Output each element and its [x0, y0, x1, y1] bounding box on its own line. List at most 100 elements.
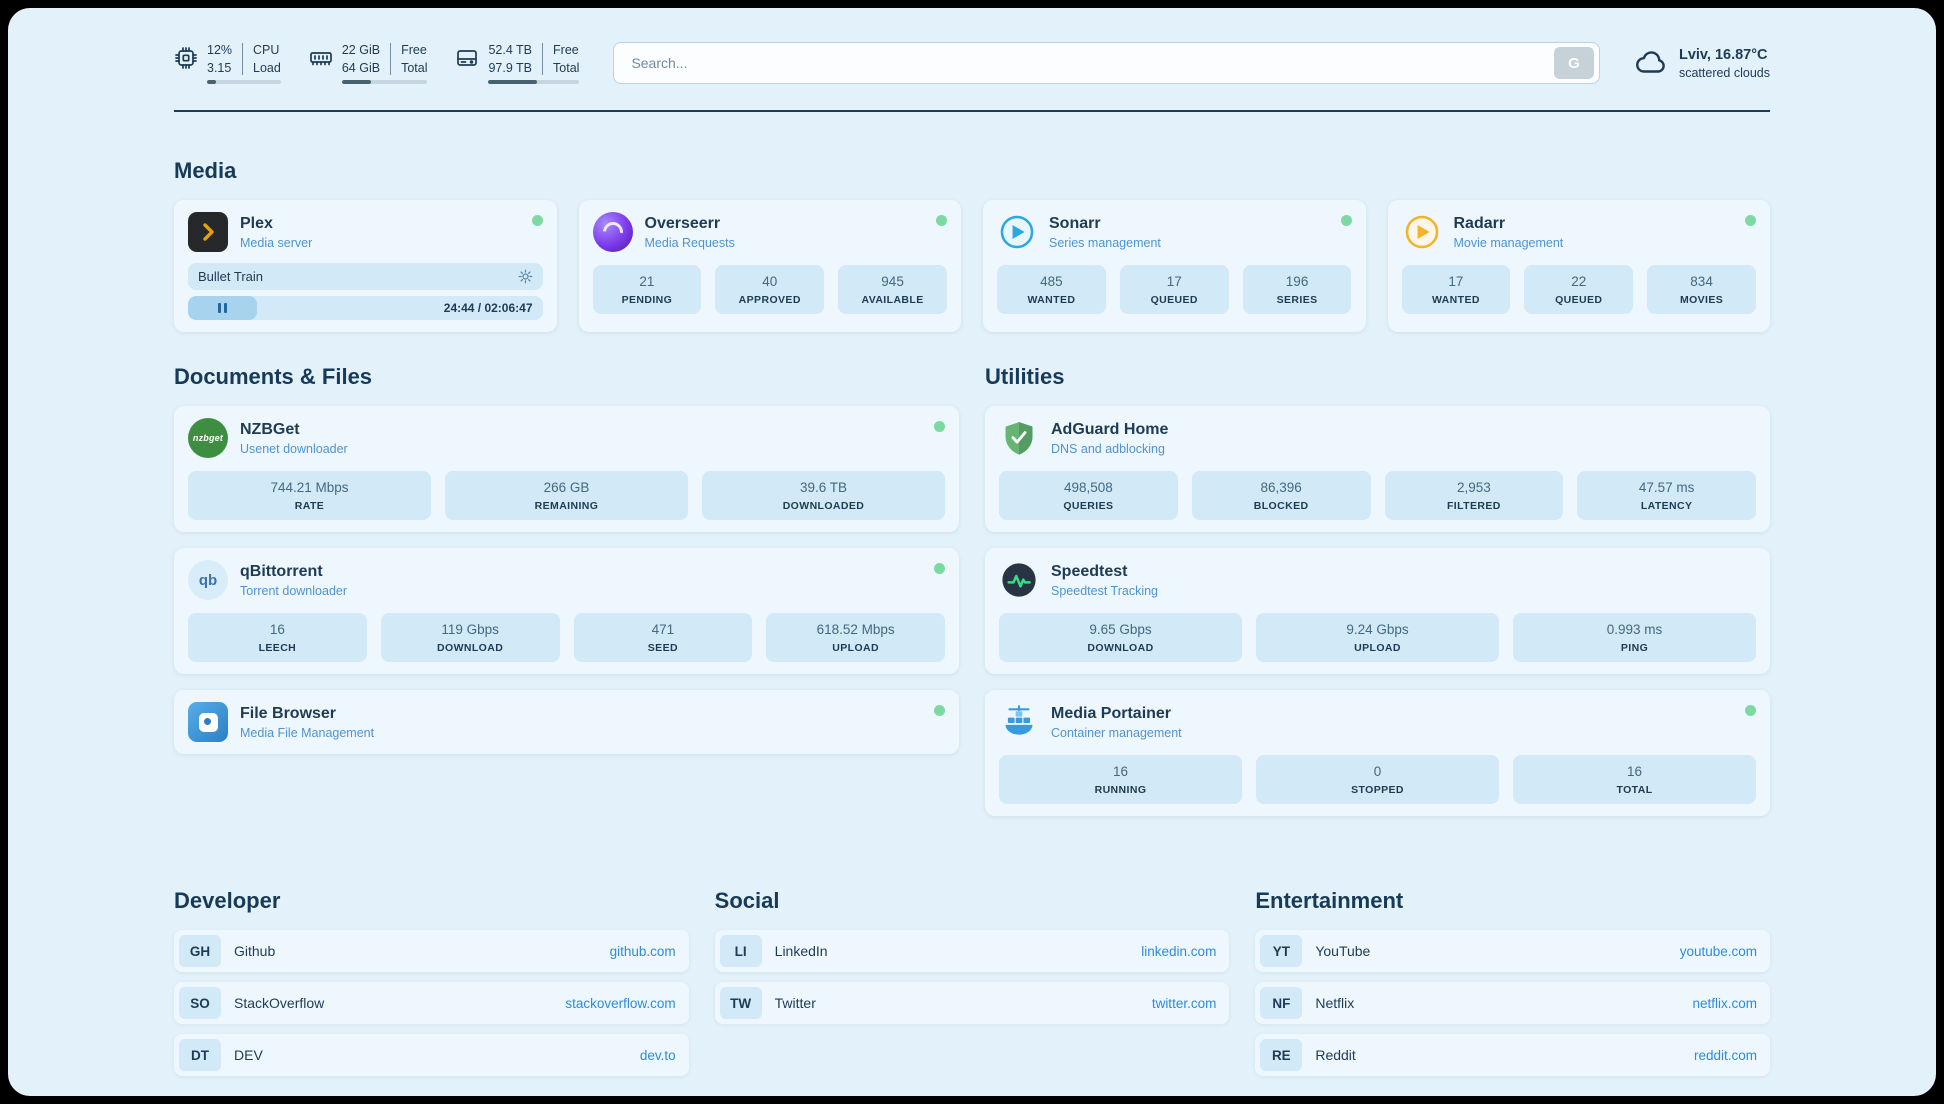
sonarr-icon: [997, 212, 1037, 252]
search-bar: G: [613, 42, 1600, 84]
portainer-app-link[interactable]: Media Portainer Container management: [999, 702, 1756, 742]
stat-queries: 498,508 QUERIES: [999, 471, 1178, 520]
app-subtitle: Torrent downloader: [240, 583, 348, 598]
cpu-progress-fill: [207, 79, 216, 84]
media-section: Media Plex Media server Bullet Train: [174, 158, 1770, 332]
stat-label: DOWNLOADED: [782, 500, 865, 512]
cpu-usage-widget: 12% 3.15 CPU Load: [174, 42, 281, 84]
stat-rate: 744.21 Mbps RATE: [188, 471, 431, 520]
top-bar: 12% 3.15 CPU Load: [174, 42, 1770, 84]
media-grid: Plex Media server Bullet Train: [174, 200, 1770, 332]
app-name: qBittorrent: [240, 562, 323, 580]
stat-row: 498,508 QUERIES 86,396 BLOCKED 2,953 FIL…: [999, 471, 1756, 520]
speedtest-pulse-icon: [999, 560, 1039, 600]
disk-progress-fill: [488, 79, 537, 84]
qbittorrent-app-link[interactable]: qb qBittorrent Torrent downloader: [188, 560, 945, 600]
status-online-dot: [934, 563, 945, 574]
stat-upload: 618.52 Mbps UPLOAD: [766, 613, 945, 662]
plex-app-link[interactable]: Plex Media server: [188, 212, 543, 252]
app-card-adguard: AdGuard Home DNS and adblocking 498,508 …: [985, 406, 1770, 532]
stat-value: 945: [881, 274, 904, 289]
app-card-nzbget: nzbget NZBGet Usenet downloader 744.21 M…: [174, 406, 959, 532]
radarr-app-link[interactable]: Radarr Movie management: [1402, 212, 1756, 252]
stat-value: 39.6 TB: [799, 480, 848, 495]
search-provider-button[interactable]: G: [1553, 47, 1594, 79]
stat-label: AVAILABLE: [861, 294, 924, 306]
playback-progress-bar[interactable]: 24:44 / 02:06:47: [188, 296, 543, 320]
stat-pending: 21 PENDING: [592, 265, 702, 314]
memory-progress-bar: [341, 79, 428, 84]
overseerr-icon: [592, 212, 633, 252]
bookmark-abbr-badge: GH: [179, 935, 221, 967]
stat-value: 119 Gbps: [441, 622, 499, 637]
stat-value: 834: [1690, 274, 1713, 289]
speedtest-app-link[interactable]: Speedtest Speedtest Tracking: [999, 560, 1756, 600]
app-subtitle: Usenet downloader: [240, 441, 348, 456]
app-subtitle: DNS and adblocking: [1051, 441, 1165, 456]
bookmark-name: LinkedIn: [774, 943, 828, 959]
stat-label: RUNNING: [1094, 784, 1147, 796]
media-section-title: Media: [174, 158, 237, 183]
stat-label: WANTED: [1027, 294, 1076, 306]
bookmark-name: StackOverflow: [234, 995, 325, 1011]
bookmark-dev[interactable]: DT DEV dev.to: [174, 1034, 689, 1076]
app-subtitle: Speedtest Tracking: [1051, 583, 1159, 598]
filebrowser-app-link[interactable]: File Browser Media File Management: [188, 702, 945, 742]
bookmark-url: youtube.com: [1679, 943, 1757, 959]
status-online-dot: [934, 421, 945, 432]
stat-label: LATENCY: [1640, 500, 1693, 512]
cpu-progress-bar: [207, 79, 281, 84]
playback-time: 24:44 / 02:06:47: [443, 301, 533, 315]
stat-label: SERIES: [1276, 294, 1318, 306]
sonarr-app-link[interactable]: Sonarr Series management: [997, 212, 1352, 252]
stat-value: 2,953: [1456, 480, 1491, 495]
bookmark-name: DEV: [234, 1047, 263, 1063]
stat-label: SEED: [647, 642, 678, 654]
app-name: AdGuard Home: [1051, 420, 1169, 438]
bookmark-name: Netflix: [1315, 995, 1355, 1011]
bookmark-name: YouTube: [1315, 943, 1371, 959]
developer-column: Developer GH Github github.com SO StackO…: [174, 888, 689, 1086]
weather-location: Lviv, 16.87°C: [1678, 46, 1768, 63]
pause-icon[interactable]: [218, 303, 228, 313]
bookmark-name: Twitter: [774, 995, 816, 1011]
stat-label: DOWNLOAD: [437, 642, 504, 654]
search-input[interactable]: [619, 55, 1554, 71]
bookmark-netflix[interactable]: NF Netflix netflix.com: [1255, 982, 1770, 1024]
status-online-dot: [1745, 215, 1756, 226]
playback-progress-fill: [188, 296, 258, 320]
stat-label: QUEUED: [1555, 294, 1603, 306]
cpu-percent-value: 12%: [207, 42, 233, 57]
entertainment-column: Entertainment YT YouTube youtube.com NF …: [1255, 888, 1770, 1086]
documents-section-title: Documents & Files: [174, 364, 373, 389]
cpu-load-label: Load: [253, 60, 281, 75]
stat-value: 498,508: [1063, 480, 1113, 495]
overseerr-app-link[interactable]: Overseerr Media Requests: [592, 212, 947, 252]
bookmark-linkedin[interactable]: LI LinkedIn linkedin.com: [714, 930, 1230, 972]
stat-value: 0: [1373, 764, 1382, 779]
memory-usage-widget: 22 GiB 64 GiB Free Total: [309, 42, 428, 84]
stat-stopped: 0 STOPPED: [1256, 755, 1499, 804]
nzbget-app-link[interactable]: nzbget NZBGet Usenet downloader: [188, 418, 945, 458]
nzbget-icon: nzbget: [188, 418, 228, 458]
bookmark-reddit[interactable]: RE Reddit reddit.com: [1255, 1034, 1770, 1076]
bookmark-stackoverflow[interactable]: SO StackOverflow stackoverflow.com: [174, 982, 689, 1024]
stat-downloaded: 39.6 TB DOWNLOADED: [702, 471, 945, 520]
filebrowser-icon: [188, 702, 228, 742]
stat-label: FILTERED: [1446, 500, 1501, 512]
app-card-sonarr: Sonarr Series management 485 WANTED 17 Q…: [983, 200, 1366, 332]
portainer-crane-icon: [999, 702, 1039, 742]
bookmark-youtube[interactable]: YT YouTube youtube.com: [1255, 930, 1770, 972]
app-name: Overseerr: [644, 214, 721, 232]
bookmark-name: Reddit: [1315, 1047, 1356, 1063]
stat-value: 618.52 Mbps: [816, 622, 895, 637]
stat-upload: 9.24 Gbps UPLOAD: [1256, 613, 1499, 662]
bookmark-twitter[interactable]: TW Twitter twitter.com: [714, 982, 1230, 1024]
bookmark-abbr-badge: DT: [179, 1039, 221, 1071]
adguard-app-link[interactable]: AdGuard Home DNS and adblocking: [999, 418, 1756, 458]
bookmark-url: github.com: [609, 943, 676, 959]
bookmark-abbr-badge: LI: [719, 935, 762, 967]
settings-gear-icon[interactable]: [518, 269, 533, 284]
bookmark-github[interactable]: GH Github github.com: [174, 930, 689, 972]
stat-value: 0.993 ms: [1606, 622, 1663, 637]
